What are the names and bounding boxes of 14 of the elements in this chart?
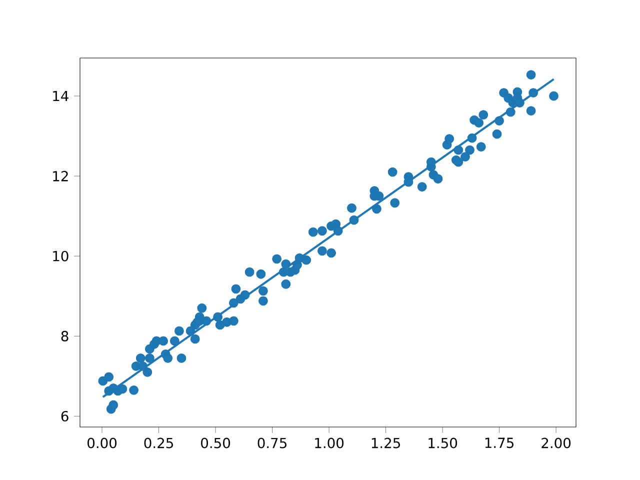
x-tick-label: 1.00: [315, 438, 344, 448]
y-tick-label: 8: [61, 330, 68, 342]
x-tick-label: 2.00: [542, 438, 571, 448]
y-tick-label: 14: [53, 90, 68, 102]
x-tick-label: 1.50: [428, 438, 458, 448]
y-tick-label: 6: [61, 410, 68, 422]
y-tick-label: 10: [53, 250, 68, 262]
x-tick-label: 0.25: [144, 438, 173, 448]
x-tick-label: 0.50: [201, 438, 230, 448]
x-tick-label: 0.00: [88, 438, 117, 448]
y-tick-label: 12: [53, 170, 68, 182]
x-tick-label: 1.25: [372, 438, 400, 448]
x-tick-label: 0.75: [258, 438, 286, 448]
x-tick-label: 1.75: [485, 438, 514, 448]
